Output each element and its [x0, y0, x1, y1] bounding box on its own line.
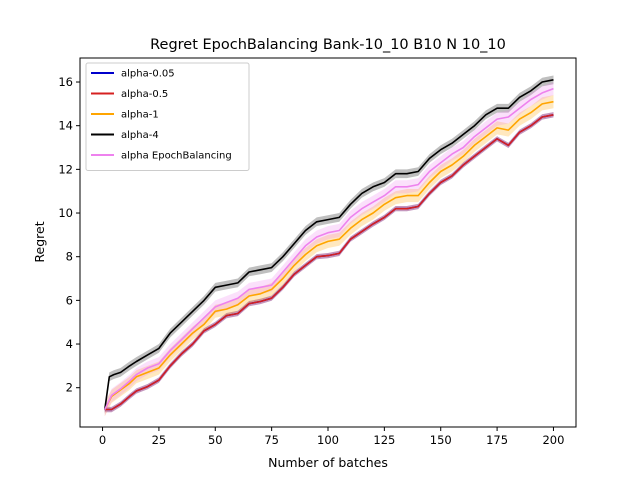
y-tick-label: 12 — [58, 162, 73, 176]
legend-label-alpha-0-05: alpha-0.05 — [121, 69, 175, 80]
y-axis-label: Regret — [32, 221, 47, 262]
series-line-alpha-1 — [104, 100, 554, 410]
band-alpha-epochbalancing — [104, 82, 554, 417]
band-alpha-1 — [104, 95, 554, 417]
x-tick-label: 25 — [152, 433, 167, 447]
x-tick-label: 150 — [430, 433, 452, 447]
y-axis-ticks: 2 4 6 8 10 12 14 16 — [58, 75, 80, 395]
confidence-bands — [104, 75, 554, 417]
legend-label-alpha-4: alpha-4 — [121, 130, 159, 141]
legend-label-alpha-0-5: alpha-0.5 — [121, 89, 168, 100]
legend: alpha-0.05 alpha-0.5 alpha-1 alpha-4 alpha E… — [85, 62, 250, 171]
y-tick-label: 8 — [66, 250, 73, 264]
x-tick-label: 50 — [208, 433, 223, 447]
x-tick-label: 0 — [99, 433, 106, 447]
legend-box — [85, 62, 250, 171]
x-tick-label: 100 — [317, 433, 339, 447]
y-tick-label: 2 — [66, 381, 73, 395]
y-tick-label: 10 — [58, 206, 73, 220]
y-tick-label: 14 — [58, 119, 73, 133]
chart-title: Regret EpochBalancing Bank-10_10 B10 N 1… — [150, 37, 506, 53]
series-lines — [104, 79, 554, 411]
legend-label-alpha-epochbalancing: alpha EpochBalancing — [121, 151, 232, 162]
y-tick-label: 4 — [66, 337, 73, 351]
band-alpha-4 — [104, 75, 554, 414]
y-tick-label: 16 — [58, 75, 73, 89]
x-tick-label: 200 — [542, 433, 564, 447]
series-line-alpha-0-5 — [104, 114, 554, 411]
series-line-alpha-4 — [104, 79, 554, 410]
x-tick-label: 75 — [264, 433, 279, 447]
x-tick-label: 175 — [486, 433, 508, 447]
legend-label-alpha-1: alpha-1 — [121, 110, 159, 121]
x-tick-label: 125 — [373, 433, 395, 447]
series-line-alpha-epochbalancing — [104, 87, 554, 410]
y-tick-label: 6 — [66, 293, 73, 307]
x-axis-label: Number of batches — [268, 455, 388, 470]
x-axis-ticks: 0 25 50 75 100 125 150 175 200 — [99, 427, 564, 447]
